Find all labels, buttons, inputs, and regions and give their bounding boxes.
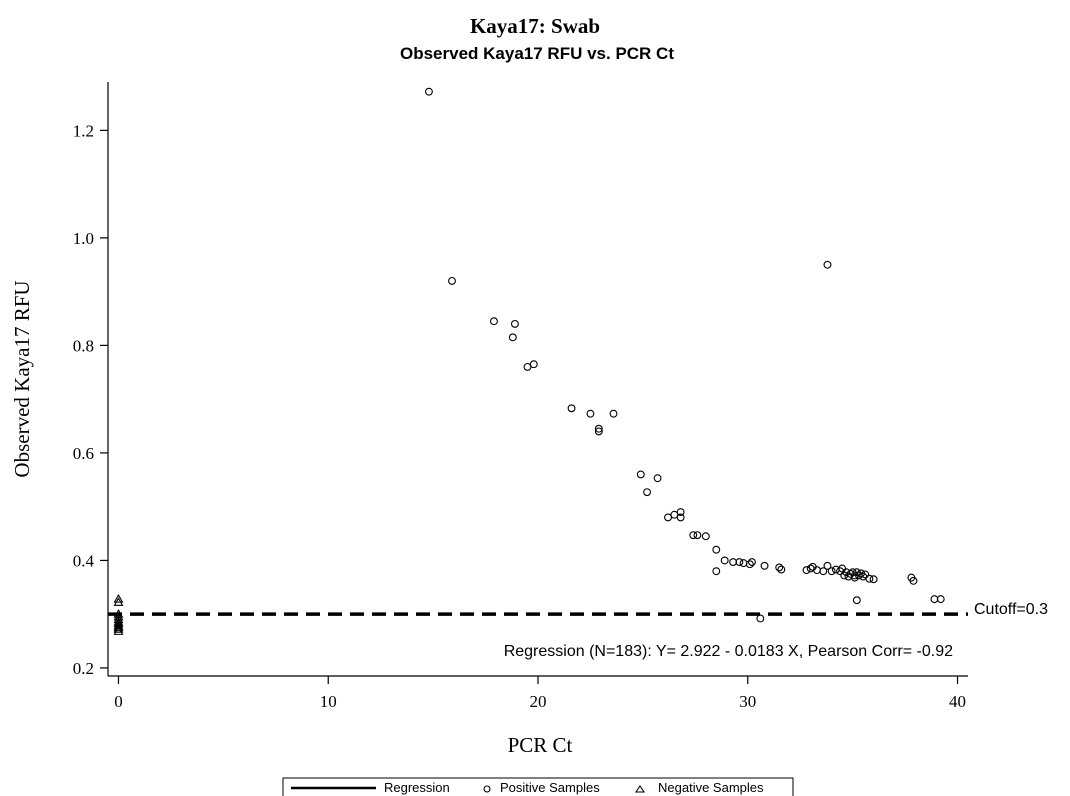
positive-sample-point — [609, 409, 618, 418]
positive-sample-point — [448, 276, 456, 285]
positive-sample-point — [823, 561, 832, 570]
negative-sample-point — [113, 626, 124, 635]
negative-sample-point — [113, 622, 124, 632]
y-tick-label: 1.0 — [73, 229, 94, 248]
positive-sample-point — [529, 360, 538, 369]
regression-annotation: Regression (N=183): Y= 2.922 - 0.0183 X,… — [504, 643, 953, 660]
plot-area — [108, 87, 968, 635]
x-tick-label: 20 — [530, 692, 547, 711]
legend-negative-swatch — [634, 785, 646, 793]
positive-sample-point — [777, 565, 786, 574]
positive-sample-point — [720, 556, 729, 565]
positive-sample-point — [508, 333, 517, 342]
positive-sample-point — [735, 558, 744, 566]
negative-sample-point — [113, 594, 124, 603]
y-tick-label: 1.2 — [73, 121, 94, 140]
positive-sample-point — [490, 317, 498, 326]
legend-positive-swatch — [483, 785, 491, 793]
x-tick-label: 30 — [739, 692, 756, 711]
positive-sample-point — [712, 567, 721, 576]
y-tick-label: 0.4 — [73, 551, 95, 570]
positive-sample-point — [586, 409, 595, 418]
positive-sample-point — [909, 576, 918, 585]
positive-sample-point — [643, 488, 652, 497]
positive-sample-point — [693, 531, 702, 540]
positive-sample-point — [827, 567, 836, 576]
positive-sample-point — [424, 87, 433, 96]
x-axis-ticks: 0 10 20 30 40 — [114, 676, 966, 711]
negative-sample-point — [113, 620, 124, 630]
negative-sample-point — [113, 624, 124, 633]
positive-sample-point — [653, 474, 662, 483]
x-tick-label: 40 — [949, 692, 966, 711]
legend-frame — [282, 777, 794, 796]
positive-sample-point — [712, 545, 721, 554]
positive-sample-point — [748, 558, 756, 566]
positive-sample-point — [819, 567, 828, 576]
y-axis-label: Observed Kaya17 RFU — [10, 280, 34, 477]
x-tick-label: 10 — [320, 692, 337, 711]
chart-title: Kaya17: Swab — [470, 14, 600, 38]
positive-sample-point — [594, 427, 603, 436]
positive-sample-point — [831, 565, 840, 574]
positive-sample-point — [861, 570, 870, 579]
positive-sample-point — [806, 564, 815, 573]
positive-sample-point — [775, 563, 784, 572]
positive-sample-point — [850, 573, 859, 582]
positive-sample-point — [676, 508, 685, 516]
y-tick-label: 0.2 — [73, 659, 94, 678]
x-axis-label: PCR Ct — [508, 733, 573, 757]
positive-sample-point — [802, 566, 811, 575]
positive-sample-point — [760, 561, 769, 570]
legend: Regression Positive Samples Negative Sam… — [282, 777, 794, 796]
positive-sample-point — [745, 560, 754, 569]
positive-sample-point — [869, 575, 878, 584]
legend-negative-label: Negative Samples — [658, 780, 764, 795]
negative-sample-point — [113, 597, 124, 606]
chart-subtitle: Observed Kaya17 RFU vs. PCR Ct — [400, 44, 674, 63]
legend-regression-label: Regression — [384, 780, 450, 795]
y-tick-label: 0.8 — [73, 336, 94, 355]
positive-sample-point — [852, 596, 861, 605]
positive-sample-point — [701, 532, 710, 541]
positive-sample-point — [689, 531, 698, 540]
positive-sample-point — [739, 559, 748, 568]
positive-sample-point — [936, 595, 945, 604]
positive-sample-point — [823, 260, 832, 269]
positive-sample-point — [865, 574, 874, 583]
y-axis-ticks: 0.2 0.4 0.6 0.8 1.0 1.2 — [73, 121, 108, 678]
positive-sample-point — [510, 319, 519, 328]
positive-sample-point — [567, 404, 576, 413]
positive-sample-point — [636, 470, 645, 479]
y-tick-label: 0.6 — [73, 444, 94, 463]
positive-sample-point — [594, 424, 603, 433]
x-tick-label: 0 — [114, 692, 123, 711]
cutoff-label: Cutoff=0.3 — [974, 601, 1048, 618]
positive-sample-point — [676, 513, 685, 522]
legend-positive-label: Positive Samples — [500, 780, 600, 795]
positive-sample-point — [756, 614, 765, 623]
